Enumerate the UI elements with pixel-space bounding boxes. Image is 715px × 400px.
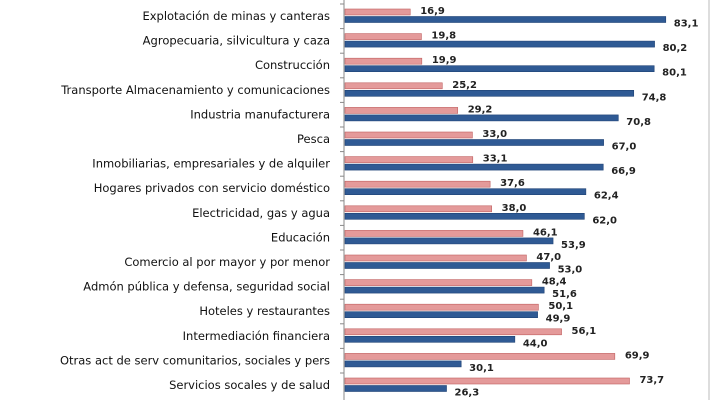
data-label: 80,1 — [662, 68, 687, 79]
data-label: 19,9 — [432, 55, 457, 66]
bar-blue — [344, 385, 447, 392]
data-label: 19,8 — [431, 31, 456, 42]
bar-blue — [344, 213, 585, 220]
bar-blue — [344, 335, 516, 343]
data-label: 16,9 — [420, 6, 445, 17]
category-label: Otras act de serv comunitarios, sociales… — [60, 353, 330, 367]
data-label: 66,9 — [611, 166, 636, 177]
bar-pink — [344, 8, 411, 16]
bar-blue — [344, 188, 587, 195]
data-label: 47,0 — [536, 252, 561, 263]
data-label: 33,0 — [482, 129, 507, 140]
bar-pink — [344, 377, 630, 385]
bar-blue — [344, 114, 619, 122]
data-label: 30,1 — [469, 363, 494, 374]
data-label: 62,4 — [594, 191, 619, 202]
category-label: Comercio al por mayor y por menor — [124, 255, 330, 269]
bar-pink — [344, 328, 562, 336]
category-label: Industria manufacturera — [190, 107, 330, 121]
data-label: 53,0 — [558, 265, 583, 276]
bar-blue — [344, 262, 550, 269]
data-label: 50,1 — [548, 301, 573, 312]
category-label: Hoteles y restaurantes — [199, 304, 330, 318]
bar-blue — [344, 65, 655, 72]
bar-pink — [344, 303, 539, 311]
data-label: 38,0 — [502, 203, 527, 214]
category-label: Inmobiliarias, empresariales y de alquil… — [92, 157, 330, 171]
bar-pink — [344, 82, 443, 90]
data-label: 74,8 — [642, 92, 667, 103]
data-label: 56,1 — [572, 326, 597, 337]
bar-pink — [344, 57, 423, 65]
category-label: Hogares privados con servicio doméstico — [94, 181, 330, 195]
bar-pink — [344, 107, 459, 114]
category-label: Transporte Almacenamiento y comunicacion… — [60, 83, 330, 97]
bar-blue — [344, 40, 655, 48]
bar-blue — [344, 90, 635, 97]
category-label: Educación — [271, 230, 330, 244]
bar-blue — [344, 16, 667, 23]
data-label: 83,1 — [674, 19, 699, 30]
bar-pink — [344, 353, 616, 360]
bar-blue — [344, 163, 604, 171]
bar-pink — [344, 156, 474, 163]
bar-pink — [344, 205, 492, 213]
category-label: Admón pública y defensa, seguridad socia… — [83, 280, 330, 294]
category-label: Pesca — [297, 132, 330, 146]
data-label: 53,9 — [561, 240, 586, 251]
bar-pink — [344, 180, 491, 188]
data-label: 26,3 — [455, 388, 480, 399]
data-label: 44,0 — [523, 338, 548, 349]
bar-blue — [344, 237, 554, 245]
data-label: 29,2 — [468, 104, 493, 115]
data-label: 73,7 — [639, 375, 664, 386]
data-label: 48,4 — [542, 277, 567, 288]
bar-blue — [344, 139, 604, 146]
category-label: Explotación de minas y canteras — [142, 9, 330, 23]
data-label: 69,9 — [625, 350, 650, 361]
data-label: 51,6 — [552, 289, 577, 300]
category-label: Construcción — [255, 58, 330, 72]
bar-blue — [344, 286, 545, 294]
data-label: 80,2 — [663, 43, 688, 54]
bar-pink — [344, 131, 473, 139]
category-label: Electricidad, gas y agua — [192, 206, 330, 220]
category-label: Servicios socales y de salud — [169, 378, 330, 392]
category-label: Intermediación financiera — [183, 329, 330, 343]
bar-pink — [344, 254, 527, 262]
data-label: 70,8 — [626, 117, 651, 128]
bar-blue — [344, 360, 462, 368]
data-label: 62,0 — [592, 215, 617, 226]
data-label: 46,1 — [533, 227, 558, 238]
data-label: 49,9 — [546, 314, 571, 325]
category-label: Agropecuaria, silvicultura y caza — [143, 34, 330, 48]
data-label: 25,2 — [452, 80, 477, 91]
data-label: 37,6 — [500, 178, 525, 189]
data-label: 33,1 — [483, 154, 508, 165]
bar-pink — [344, 33, 422, 40]
bar-pink — [344, 230, 524, 237]
bar-pink — [344, 279, 533, 286]
data-label: 67,0 — [612, 142, 637, 153]
bar-blue — [344, 311, 538, 319]
